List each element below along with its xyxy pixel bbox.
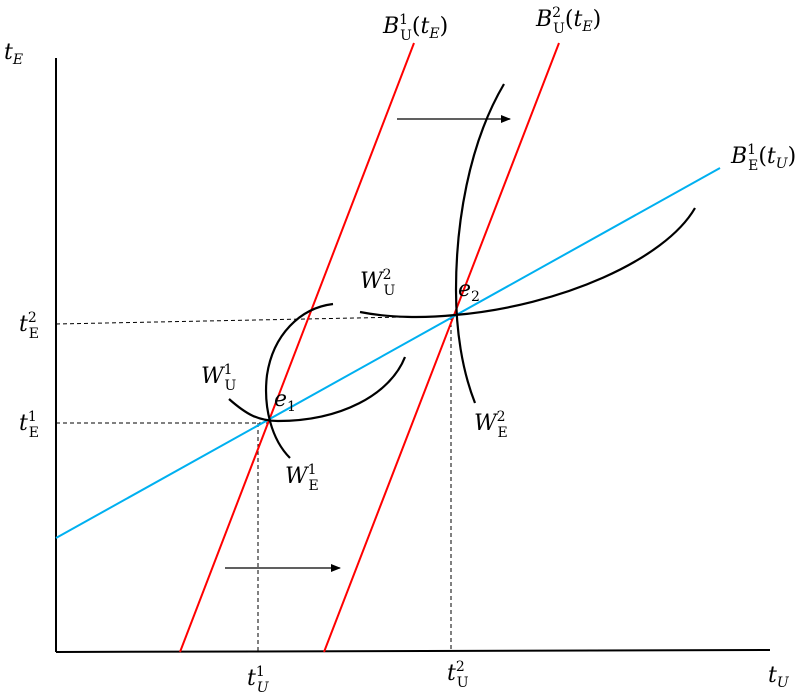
bu1-label: B1 U(tE) [382, 12, 448, 44]
we1-curve [265, 302, 334, 459]
bu2-label: B2 U(tE) [535, 5, 601, 37]
be1-label: B1 E(tU) [730, 142, 796, 174]
bu2-line [323, 42, 560, 653]
wu1-curve [228, 356, 407, 423]
we1-label: W1 E [285, 462, 319, 494]
wu2-label: W2 U [360, 267, 396, 299]
wu2-curve [359, 207, 696, 319]
e1-label: e1 [274, 387, 296, 415]
x-axis-label: tU [768, 663, 790, 691]
bu1-line [179, 42, 415, 653]
y-axis-label: tE [4, 40, 23, 68]
guide-tE2 [55, 315, 456, 325]
we2-curve [454, 83, 505, 404]
e2-label: e2 [458, 277, 480, 305]
be1-line [55, 167, 721, 539]
tick-label-tE2: t2 E [19, 310, 39, 342]
x-axis [55, 649, 771, 653]
tick-label-tE1: t1 E [19, 409, 39, 441]
tick-label-tU2: t2 U [447, 659, 469, 691]
wu1-label: W1 U [201, 362, 237, 394]
tick-label-tU1: t1 U [247, 664, 270, 696]
we2-label: W2 E [474, 409, 508, 441]
